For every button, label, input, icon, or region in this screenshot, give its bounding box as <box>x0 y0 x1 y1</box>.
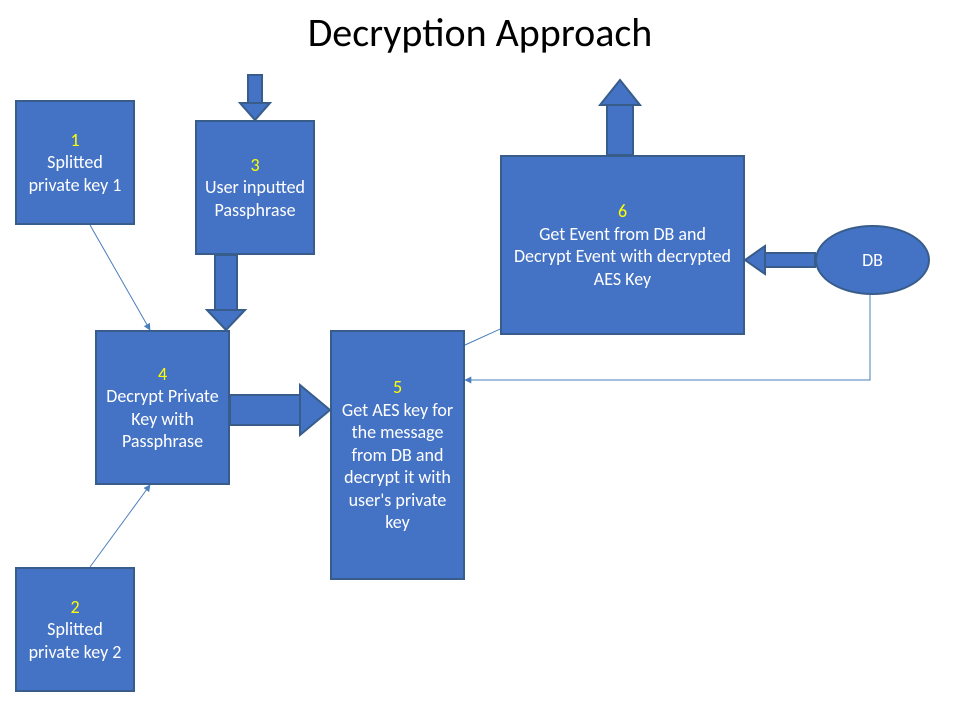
node-2: 2 Splitted private key 2 <box>15 567 135 692</box>
node-6: 6 Get Event from DB and Decrypt Event wi… <box>500 155 745 335</box>
node-db-label: DB <box>862 249 883 272</box>
node-2-label: Splitted private key 2 <box>21 618 129 663</box>
node-1-num: 1 <box>70 129 79 152</box>
node-3-num: 3 <box>250 154 259 177</box>
node-3-label: User inputted Passphrase <box>201 176 309 221</box>
node-6-num: 6 <box>618 200 627 223</box>
node-5-label: Get AES key for the message from DB and … <box>336 399 459 534</box>
node-4-label: Decrypt Private Key with Passphrase <box>101 385 224 453</box>
node-db: DB <box>815 225 930 295</box>
node-3: 3 User inputted Passphrase <box>195 120 315 255</box>
node-2-num: 2 <box>70 596 79 619</box>
node-6-label: Get Event from DB and Decrypt Event with… <box>506 223 739 291</box>
node-5-num: 5 <box>393 376 402 399</box>
node-4-num: 4 <box>158 363 167 386</box>
node-1: 1 Splitted private key 1 <box>15 100 135 225</box>
node-1-label: Splitted private key 1 <box>21 151 129 196</box>
node-4: 4 Decrypt Private Key with Passphrase <box>95 330 230 485</box>
page-title: Decryption Approach <box>0 8 960 57</box>
node-5: 5 Get AES key for the message from DB an… <box>330 330 465 580</box>
